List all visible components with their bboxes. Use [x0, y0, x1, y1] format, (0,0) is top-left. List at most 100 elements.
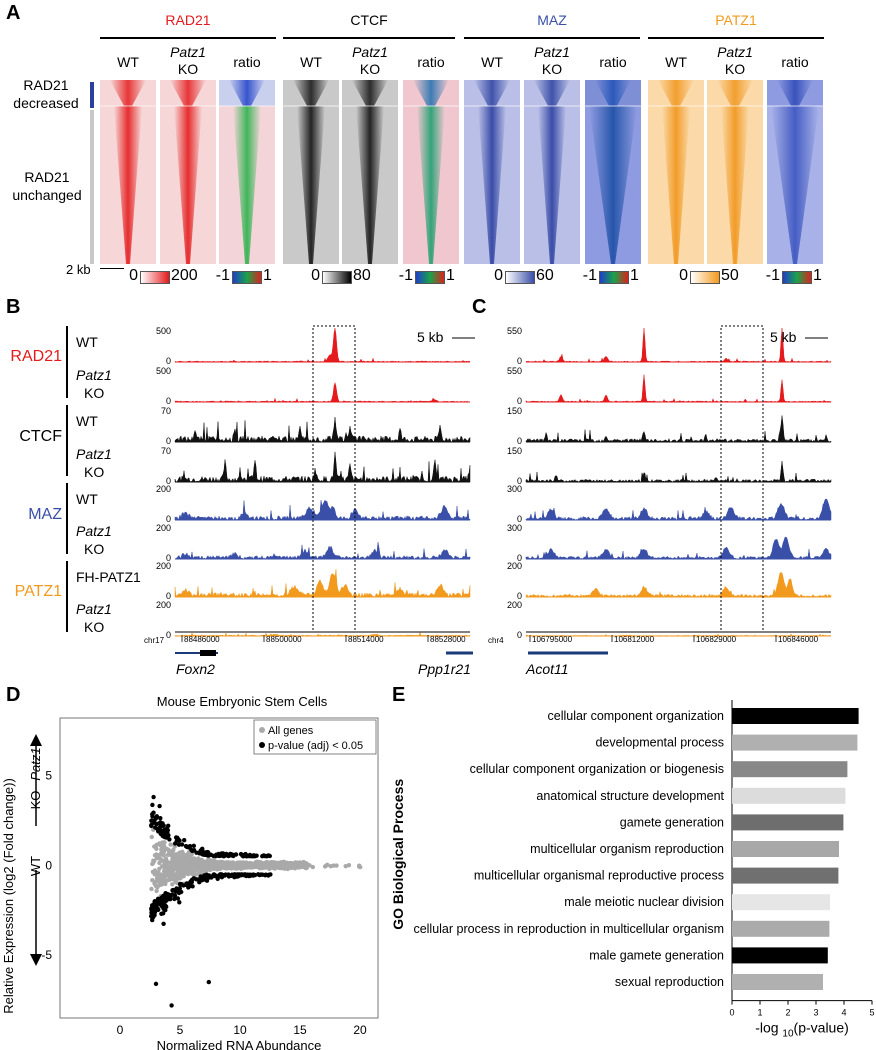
ma-point-gray: [198, 868, 203, 873]
track-b-7: [174, 569, 471, 598]
ma-point-sig: [266, 873, 271, 878]
ma-point-gray: [357, 863, 362, 868]
ma-point-gray: [157, 879, 162, 885]
col-header-patz1-wt: WT: [665, 54, 687, 70]
ma-point-sig: [163, 903, 168, 909]
ma-point-gray: [248, 861, 253, 866]
legend-bar-5: [505, 271, 535, 284]
track-c-4: [525, 461, 832, 483]
legend-min-8: -1: [765, 267, 780, 284]
ma-point-gray: [159, 847, 164, 852]
legend-max-6: 1: [630, 267, 639, 284]
track-b-5-ymin: 0: [166, 514, 171, 524]
go-category-11: sexual reproduction: [615, 975, 724, 989]
heatmap-maz-ko-signal: [524, 80, 580, 264]
ma-xlabel-1: Normalized RNA Abundance: [157, 1038, 322, 1050]
ma-point-gray: [168, 851, 174, 856]
ma-point-gray: [292, 862, 298, 868]
track-cond-8-italic: Patz1: [76, 601, 112, 617]
ma-point-sig: [266, 853, 271, 858]
go-category-1: cellular component organization: [548, 709, 725, 723]
ma-point-gray: [282, 866, 287, 871]
col-header-ctcf-ratio: ratio: [417, 54, 445, 70]
heatmap-ctcf-ko-signal: [342, 80, 398, 264]
group-title-patz1: PATZ1: [715, 12, 757, 28]
ma-point-gray: [305, 863, 310, 868]
go-bar-1: [732, 708, 859, 724]
ma-point-gray: [186, 870, 191, 875]
go-xtick-2: 1: [757, 1008, 762, 1018]
ma-point-sig: [177, 838, 182, 843]
go-category-9: cellular process in reproduction in mult…: [413, 922, 724, 936]
ma-point-sig: [240, 872, 245, 878]
track-c-4-ymin: 0: [517, 476, 522, 486]
ma-point-sig: [161, 911, 166, 916]
legend-max-8: 1: [813, 267, 822, 284]
track-c-3-ymax: 150: [507, 406, 522, 416]
go-category-7: multicellular organismal reproductive pr…: [474, 869, 724, 883]
col-header-rad21-wt: WT: [117, 54, 139, 70]
ma-point-gray: [268, 864, 273, 869]
ma-arrow-up-label: KO: [28, 791, 43, 810]
panel-label-e: E: [392, 684, 406, 706]
ma-point-sig: [172, 896, 177, 902]
col-header-rad21-ko-italic: Patz1: [170, 44, 206, 60]
track-cond-6-italic: Patz1: [76, 523, 112, 539]
ma-legend: All genes p-value (adj) < 0.05: [253, 719, 377, 755]
ma-point-sig: [152, 908, 157, 914]
go-category-6: multicellular organism reproduction: [530, 842, 724, 856]
legend-max-3: 80: [353, 267, 371, 284]
heatmap-patz1-wt: [648, 80, 704, 264]
ma-point-sig: [163, 896, 168, 901]
ma-ytick-1: 5: [45, 768, 52, 782]
legend-max-7: 50: [721, 267, 739, 284]
track-bracket-4: [66, 561, 68, 632]
go-xtick-3: 2: [785, 1008, 790, 1018]
legend-max-4: 1: [446, 267, 455, 284]
track-cond-4: Patz1 KO: [76, 445, 112, 481]
group-line-maz: [464, 37, 640, 39]
track-bracket-3: [66, 483, 68, 554]
ma-point-sig: [149, 910, 154, 915]
ma-point-gray: [179, 864, 184, 869]
ma-point-sig: [196, 850, 202, 855]
legend-bar-2: [232, 271, 262, 284]
ma-point-gray: [310, 864, 315, 870]
ma-point-sig: [151, 810, 156, 815]
track-factor-rad21: RAD21: [10, 348, 62, 365]
ma-point-gray: [161, 868, 167, 874]
ma-point-sig: [156, 907, 161, 912]
track-c-2-ymin: 0: [517, 396, 522, 406]
ma-point-sig: [161, 921, 166, 926]
ma-point-sig: [179, 889, 184, 895]
col-header-rad21-ratio: ratio: [233, 54, 261, 70]
ma-point-sig: [174, 886, 179, 891]
ma-point-gray: [152, 868, 158, 873]
ma-point-sig: [190, 848, 195, 854]
ma-point-sig: [170, 888, 175, 893]
col-header-maz-ko-ko: KO: [541, 61, 563, 77]
go-bar-3: [732, 761, 848, 778]
go-category-2: developmental process: [595, 736, 724, 750]
row-label-decreased-line1: RAD21: [23, 77, 69, 93]
legend-max-1: 200: [171, 267, 198, 284]
ma-point-gray: [154, 842, 159, 847]
track-b-6-ymax: 200: [156, 523, 171, 533]
ma-point-sig: [183, 882, 188, 887]
col-header-ctcf-wt: WT: [300, 54, 322, 70]
gene-foxn2-label: Foxn2: [176, 661, 215, 677]
track-b-5-ymax: 200: [156, 484, 171, 494]
heatmap-rad21-ko: [160, 80, 216, 264]
ma-point-gray: [244, 862, 250, 867]
ma-arrow-up-head: [30, 734, 42, 746]
ma-point-gray: [163, 873, 168, 878]
legend-bar-8: [782, 271, 812, 284]
track-c-2-ymax: 550: [507, 366, 522, 376]
col-header-maz-ko: Patz1 KO: [524, 44, 580, 78]
ma-plot-points: [149, 794, 363, 1008]
ma-ytick-3: -5: [41, 948, 52, 962]
track-b-3-ymin: 0: [166, 436, 171, 446]
ma-point-sig: [252, 872, 258, 878]
track-b-3: [174, 417, 471, 443]
